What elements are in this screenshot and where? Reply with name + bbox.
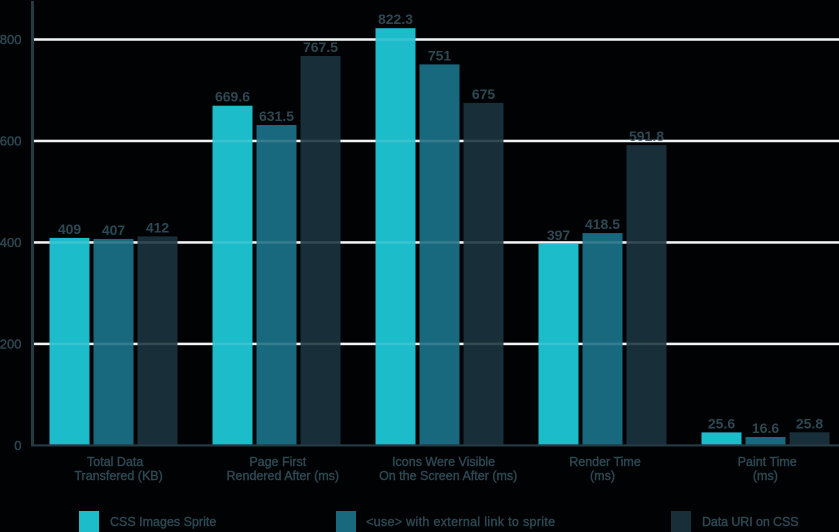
svg-text:Icons Were Visible: Icons Were Visible (392, 455, 495, 469)
svg-text:Transfered (KB): Transfered (KB) (74, 469, 162, 483)
svg-text:Data URI on CSS: Data URI on CSS (702, 515, 798, 529)
svg-text:409: 409 (58, 221, 82, 237)
svg-text:675: 675 (472, 86, 496, 102)
svg-text:822.3: 822.3 (378, 11, 413, 27)
svg-text:397: 397 (547, 227, 571, 243)
svg-text:CSS Images Sprite: CSS Images Sprite (110, 515, 216, 529)
svg-text:751: 751 (428, 47, 452, 63)
svg-text:591.8: 591.8 (629, 128, 664, 144)
svg-text:200: 200 (0, 337, 22, 352)
svg-text:600: 600 (0, 134, 22, 149)
svg-text:25.8: 25.8 (796, 415, 823, 431)
svg-text:On the Screen After (ms): On the Screen After (ms) (379, 469, 517, 483)
svg-text:800: 800 (0, 32, 22, 47)
svg-text:400: 400 (0, 235, 22, 250)
svg-text:Render Time: Render Time (569, 455, 641, 469)
svg-text:<use> with external link to sp: <use> with external link to sprite (366, 515, 555, 529)
svg-text:Page First: Page First (249, 455, 306, 469)
svg-text:631.5: 631.5 (259, 108, 294, 124)
svg-text:767.5: 767.5 (303, 39, 338, 55)
svg-text:(ms): (ms) (590, 469, 615, 483)
svg-text:418.5: 418.5 (585, 216, 620, 232)
svg-text:Paint Time: Paint Time (738, 455, 797, 469)
svg-text:25.6: 25.6 (708, 415, 735, 431)
svg-text:Total Data: Total Data (87, 455, 143, 469)
svg-text:669.6: 669.6 (215, 89, 250, 105)
svg-text:16.6: 16.6 (752, 420, 779, 436)
svg-text:Rendered After (ms): Rendered After (ms) (227, 469, 340, 483)
svg-text:(ms): (ms) (753, 469, 778, 483)
svg-text:412: 412 (146, 219, 170, 235)
svg-text:0: 0 (14, 438, 21, 453)
svg-text:407: 407 (102, 222, 126, 238)
